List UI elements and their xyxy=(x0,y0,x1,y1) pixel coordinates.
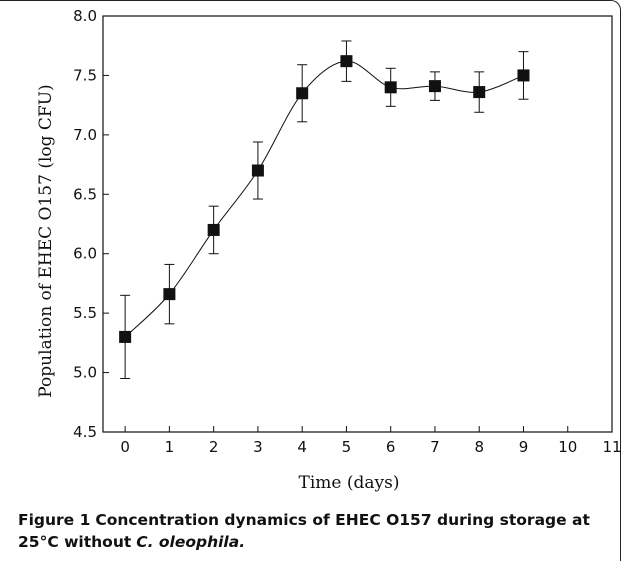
y-axis-label: Population of EHEC O157 (log CFU) xyxy=(36,84,56,397)
caption-label: Figure 1 xyxy=(18,511,91,529)
x-tick-label: 4 xyxy=(297,438,307,456)
x-tick-label: 3 xyxy=(253,438,263,456)
data-point xyxy=(163,288,176,301)
x-tick-label: 11 xyxy=(602,438,621,456)
figure-caption: Figure 1 Concentration dynamics of EHEC … xyxy=(18,509,608,553)
x-tick-label: 6 xyxy=(386,438,396,456)
y-tick-label: 7.0 xyxy=(73,126,97,144)
y-tick-label: 6.0 xyxy=(73,245,97,263)
data-point xyxy=(473,86,486,99)
y-tick-label: 5.5 xyxy=(73,304,97,322)
y-tick-label: 6.5 xyxy=(73,185,97,203)
x-tick-label: 7 xyxy=(430,438,440,456)
y-tick-label: 7.5 xyxy=(73,66,97,84)
plot-area-frame xyxy=(102,15,613,433)
series-line xyxy=(124,60,524,338)
data-point xyxy=(340,55,353,68)
x-tick-label: 10 xyxy=(558,438,577,456)
x-tick-label: 5 xyxy=(342,438,352,456)
data-point xyxy=(517,69,530,82)
x-axis-label: Time (days) xyxy=(299,473,400,493)
y-tick-label: 8.0 xyxy=(73,7,97,25)
data-marks xyxy=(119,40,530,380)
curve-layer xyxy=(124,60,524,338)
data-point xyxy=(251,164,264,177)
data-point xyxy=(384,81,397,94)
line-chart: 0 1 2 3 4 5 6 7 8 9 10 11 4.5 5.0 5.5 6.0 6.5 7.0 7.5 8.0 T… xyxy=(36,7,622,493)
data-point xyxy=(207,223,220,236)
x-tick-label: 0 xyxy=(120,438,130,456)
data-point xyxy=(296,87,309,100)
y-tick-label: 5.0 xyxy=(73,364,97,382)
data-point xyxy=(119,330,132,343)
x-tick-label: 2 xyxy=(209,438,219,456)
x-tick-label: 1 xyxy=(165,438,175,456)
caption-title: Concentration dynamics of EHEC O157 duri… xyxy=(18,511,590,551)
caption-organism: C. oleophila. xyxy=(136,533,246,551)
y-tick-label: 4.5 xyxy=(73,423,97,441)
x-tick-label: 8 xyxy=(474,438,484,456)
x-tick-label: 9 xyxy=(519,438,529,456)
axes: 0 1 2 3 4 5 6 7 8 9 10 11 4.5 5.0 5.5 6.0 6.5 7.0 7.5 8.0 xyxy=(73,7,621,456)
data-point xyxy=(428,80,441,93)
